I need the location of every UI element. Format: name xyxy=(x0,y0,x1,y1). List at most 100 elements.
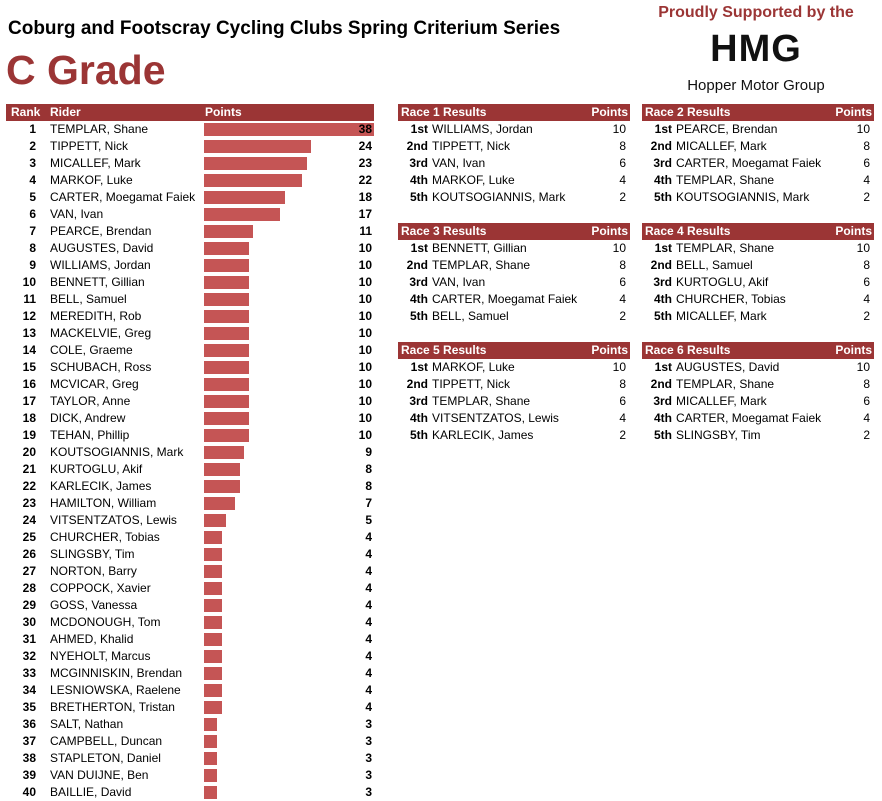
race-result-row: 2nd TEMPLAR, Shane 8 xyxy=(398,257,630,274)
points-cell: 10 xyxy=(358,394,372,408)
race-result-row: 3rd VAN, Ivan 6 xyxy=(398,274,630,291)
finish-position: 5th xyxy=(410,428,428,442)
points-cell: 10 xyxy=(358,377,372,391)
points-cell: 3 xyxy=(365,751,372,765)
rider-cell: TEHAN, Phillip xyxy=(50,428,130,442)
race-title: Race 3 Results xyxy=(401,224,487,238)
rank-cell: 1 xyxy=(29,122,36,136)
race-result-row: 2nd MICALLEF, Mark 8 xyxy=(642,138,874,155)
race-title: Race 6 Results xyxy=(645,343,731,357)
points-bar xyxy=(204,225,254,238)
table-row: 4 MARKOF, Luke 22 xyxy=(6,172,374,189)
race-points: 8 xyxy=(619,139,626,153)
race-result-row: 2nd TEMPLAR, Shane 8 xyxy=(642,376,874,393)
finish-position: 3rd xyxy=(409,156,428,170)
rider-name: MICALLEF, Mark xyxy=(676,394,767,408)
table-row: 19 TEHAN, Phillip 10 xyxy=(6,427,374,444)
rider-cell: LESNIOWSKA, Raelene xyxy=(50,683,181,697)
table-row: 17 TAYLOR, Anne 10 xyxy=(6,393,374,410)
table-row: 30 MCDONOUGH, Tom 4 xyxy=(6,614,374,631)
rider-cell: COLE, Graeme xyxy=(50,343,133,357)
race-result-row: 5th BELL, Samuel 2 xyxy=(398,308,630,325)
points-cell: 11 xyxy=(359,224,372,238)
table-row: 20 KOUTSOGIANNIS, Mark 9 xyxy=(6,444,374,461)
rider-cell: MEREDITH, Rob xyxy=(50,309,142,323)
race-result-row: 3rd TEMPLAR, Shane 6 xyxy=(398,393,630,410)
points-bar xyxy=(204,446,245,459)
race-points: 2 xyxy=(619,309,626,323)
rank-cell: 16 xyxy=(22,377,36,391)
race-points: 4 xyxy=(619,173,626,187)
rider-cell: STAPLETON, Daniel xyxy=(50,751,161,765)
rider-cell: WILLIAMS, Jordan xyxy=(50,258,151,272)
points-bar xyxy=(204,344,249,357)
race-points: 4 xyxy=(619,292,626,306)
rank-cell: 4 xyxy=(29,173,36,187)
points-cell: 10 xyxy=(358,360,372,374)
table-row: 31 AHMED, Khalid 4 xyxy=(6,631,374,648)
rider-cell: KURTOGLU, Akif xyxy=(50,462,143,476)
points-bar xyxy=(204,786,218,799)
rider-name: KURTOGLU, Akif xyxy=(676,275,769,289)
finish-position: 4th xyxy=(410,173,428,187)
table-row: 32 NYEHOLT, Marcus 4 xyxy=(6,648,374,665)
rider-name: KOUTSOGIANNIS, Mark xyxy=(432,190,566,204)
race-title: Race 1 Results xyxy=(401,105,487,119)
finish-position: 3rd xyxy=(409,275,428,289)
race-header: Race 5 Results Points xyxy=(398,342,630,359)
rank-cell: 8 xyxy=(29,241,36,255)
race-points: 2 xyxy=(863,309,870,323)
points-bar xyxy=(204,650,222,663)
table-row: 34 LESNIOWSKA, Raelene 4 xyxy=(6,682,374,699)
rider-name: CARTER, Moegamat Faiek xyxy=(676,156,822,170)
race-points: 4 xyxy=(863,173,870,187)
finish-position: 2nd xyxy=(406,377,428,391)
race-table: Race 4 Results Points 1st TEMPLAR, Shane 10 2… xyxy=(642,223,874,325)
points-cell: 8 xyxy=(365,479,372,493)
table-row: 11 BELL, Samuel 10 xyxy=(6,291,374,308)
points-cell: 4 xyxy=(365,649,372,663)
points-bar xyxy=(204,769,218,782)
rider-cell: BENNETT, Gillian xyxy=(50,275,145,289)
points-bar xyxy=(204,633,222,646)
points-cell: 22 xyxy=(358,173,372,187)
rider-cell: MCDONOUGH, Tom xyxy=(50,615,161,629)
rank-cell: 26 xyxy=(22,547,36,561)
points-bar xyxy=(204,242,249,255)
table-row: 29 GOSS, Vanessa 4 xyxy=(6,597,374,614)
rider-name: KOUTSOGIANNIS, Mark xyxy=(676,190,810,204)
finish-position: 1st xyxy=(654,360,672,374)
rank-cell: 14 xyxy=(22,343,36,357)
points-bar xyxy=(204,327,249,340)
race-title: Race 2 Results xyxy=(645,105,731,119)
race-result-row: 1st TEMPLAR, Shane 10 xyxy=(642,240,874,257)
points-cell: 10 xyxy=(358,326,372,340)
race-points: 6 xyxy=(619,156,626,170)
race-points: 4 xyxy=(863,292,870,306)
table-row: 36 SALT, Nathan 3 xyxy=(6,716,374,733)
finish-position: 3rd xyxy=(653,275,672,289)
rider-cell: CARTER, Moegamat Faiek xyxy=(50,190,196,204)
table-row: 33 MCGINNISKIN, Brendan 4 xyxy=(6,665,374,682)
points-bar xyxy=(204,735,218,748)
points-cell: 7 xyxy=(365,496,372,510)
points-cell: 8 xyxy=(365,462,372,476)
points-bar xyxy=(204,684,222,697)
table-row: 16 MCVICAR, Greg 10 xyxy=(6,376,374,393)
finish-position: 1st xyxy=(410,360,428,374)
points-bar xyxy=(204,378,249,391)
finish-position: 5th xyxy=(410,309,428,323)
rider-cell: TAYLOR, Anne xyxy=(50,394,131,408)
race-points-header: Points xyxy=(835,105,872,119)
rank-cell: 36 xyxy=(22,717,36,731)
rider-name: TEMPLAR, Shane xyxy=(676,173,775,187)
finish-position: 2nd xyxy=(650,377,672,391)
rank-cell: 6 xyxy=(29,207,36,221)
rider-name: MICALLEF, Mark xyxy=(676,139,767,153)
race-points-header: Points xyxy=(835,224,872,238)
rider-name: PEARCE, Brendan xyxy=(676,122,778,136)
points-cell: 38 xyxy=(358,122,372,136)
points-bar xyxy=(204,463,240,476)
points-bar xyxy=(204,497,236,510)
race-points: 8 xyxy=(619,377,626,391)
